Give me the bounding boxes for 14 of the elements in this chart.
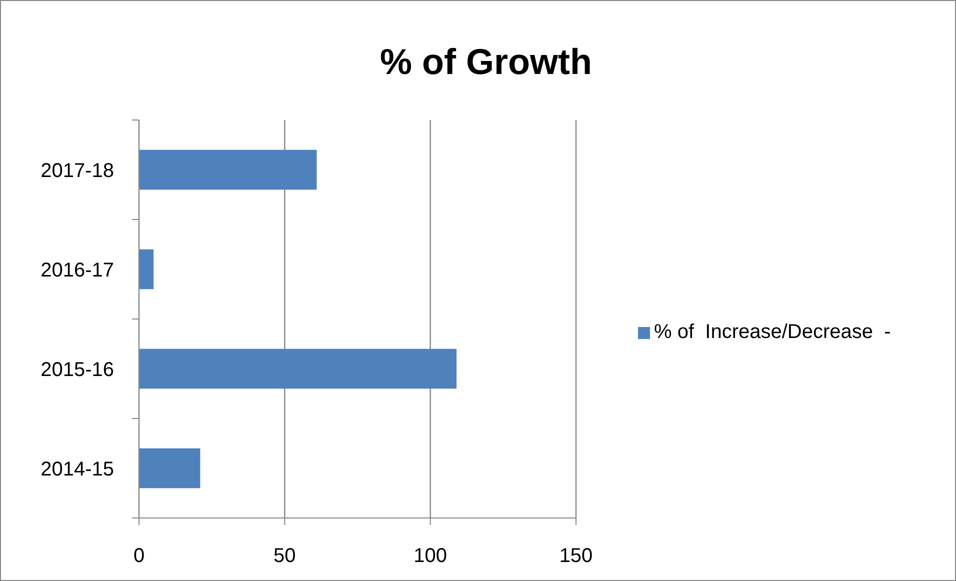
bar (139, 448, 200, 488)
chart-title: % of Growth (380, 41, 592, 82)
bar (139, 150, 317, 190)
x-tick-label: 150 (559, 545, 593, 567)
x-tick-label: 50 (274, 545, 296, 567)
y-tick-label: 2014-15 (40, 458, 114, 480)
x-tick-label: 100 (414, 545, 448, 567)
bar (139, 348, 457, 389)
legend-label: % of Increase/Decrease - (654, 321, 891, 343)
y-tick-label: 2016-17 (40, 259, 114, 282)
x-tick-label: 0 (133, 545, 145, 567)
y-tick-label: 2017-18 (40, 160, 114, 182)
bar (139, 249, 154, 290)
y-tick-label: 2015-16 (40, 358, 114, 381)
